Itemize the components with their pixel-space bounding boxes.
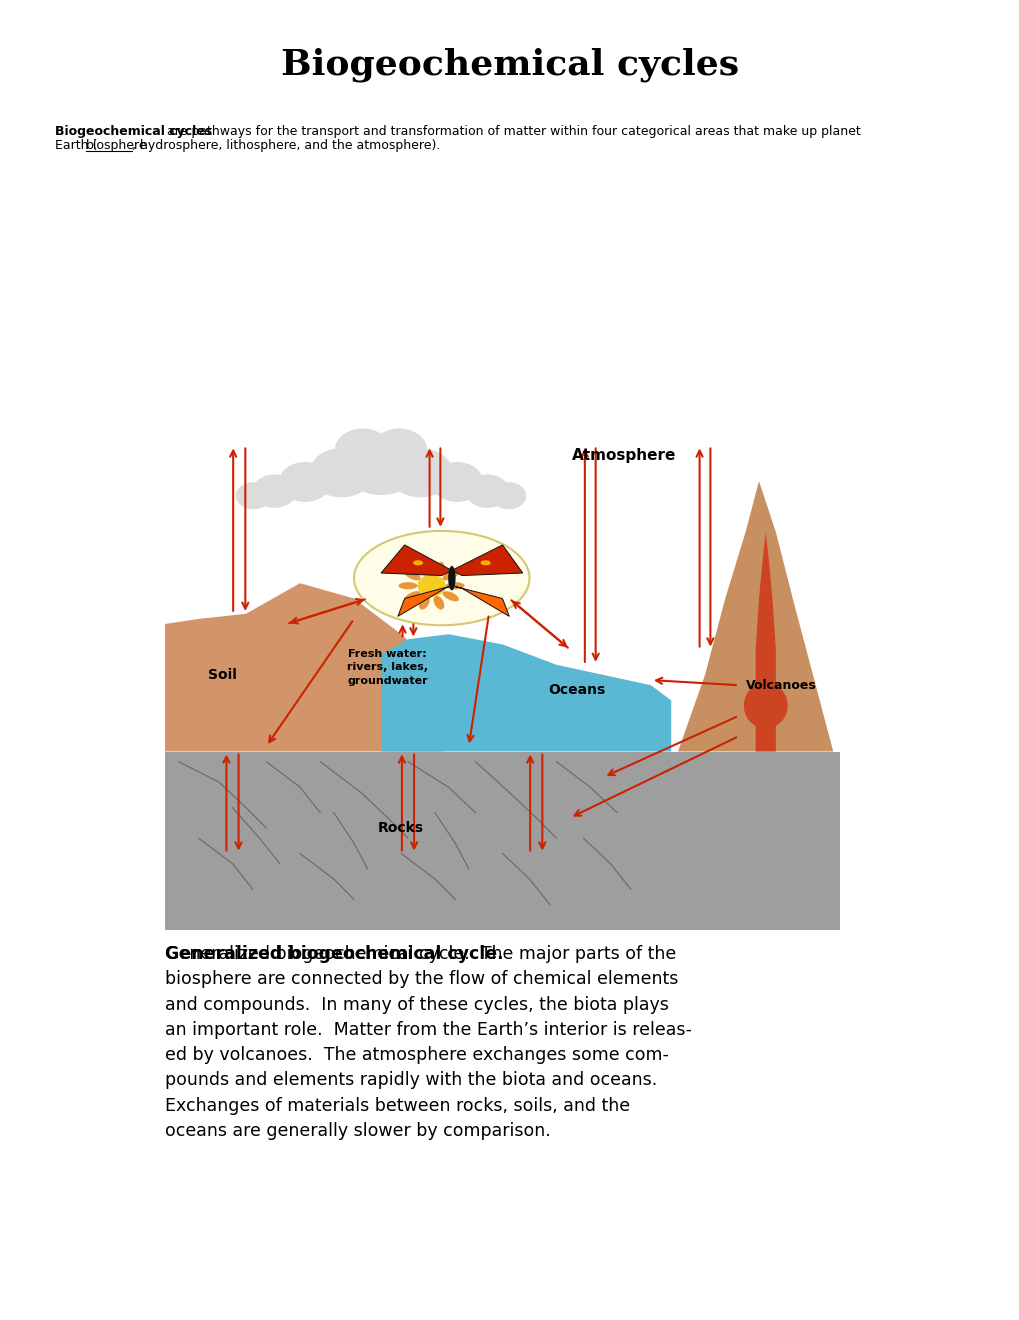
Ellipse shape (445, 582, 465, 589)
FancyArrowPatch shape (426, 450, 432, 527)
Circle shape (343, 437, 418, 495)
Text: Earth (: Earth ( (55, 139, 97, 152)
Circle shape (372, 429, 426, 470)
FancyArrowPatch shape (467, 616, 488, 742)
Circle shape (310, 449, 373, 496)
Ellipse shape (419, 562, 429, 576)
Polygon shape (755, 532, 775, 751)
Text: Biogeochemical cycles: Biogeochemical cycles (55, 125, 212, 139)
Circle shape (279, 463, 330, 502)
Polygon shape (678, 482, 833, 751)
FancyArrowPatch shape (581, 450, 587, 663)
FancyArrowPatch shape (696, 450, 702, 647)
Ellipse shape (413, 560, 423, 565)
Polygon shape (165, 583, 441, 751)
FancyArrowPatch shape (513, 602, 568, 648)
FancyArrowPatch shape (655, 677, 736, 685)
Text: biosphere: biosphere (86, 139, 148, 152)
Ellipse shape (447, 566, 455, 590)
FancyArrowPatch shape (706, 449, 712, 644)
FancyArrowPatch shape (592, 449, 598, 660)
Ellipse shape (398, 582, 417, 589)
FancyArrowPatch shape (398, 756, 405, 850)
Ellipse shape (404, 570, 420, 581)
Circle shape (491, 483, 525, 508)
FancyArrowPatch shape (539, 754, 545, 849)
Polygon shape (451, 545, 522, 576)
FancyArrowPatch shape (511, 601, 566, 647)
Ellipse shape (743, 682, 787, 729)
Text: Oceans: Oceans (547, 684, 605, 697)
Ellipse shape (442, 591, 459, 602)
FancyArrowPatch shape (235, 754, 242, 849)
Polygon shape (381, 545, 451, 576)
Text: Fresh water:
rivers, lakes,
groundwater: Fresh water: rivers, lakes, groundwater (346, 649, 428, 685)
Ellipse shape (404, 591, 420, 602)
Polygon shape (381, 634, 671, 751)
Circle shape (236, 483, 270, 508)
Ellipse shape (480, 560, 490, 565)
FancyArrowPatch shape (399, 627, 406, 636)
Circle shape (253, 475, 296, 507)
Text: Soil: Soil (208, 668, 236, 682)
FancyArrowPatch shape (291, 599, 365, 623)
Polygon shape (451, 586, 508, 616)
Circle shape (466, 475, 508, 507)
Ellipse shape (433, 562, 444, 576)
Text: Atmosphere: Atmosphere (572, 449, 676, 463)
FancyArrowPatch shape (223, 756, 229, 850)
FancyArrowPatch shape (288, 599, 363, 623)
Ellipse shape (442, 570, 459, 581)
FancyArrowPatch shape (269, 622, 353, 742)
Circle shape (388, 449, 451, 496)
FancyArrowPatch shape (574, 738, 736, 816)
Text: Biogeochemical cycles: Biogeochemical cycles (280, 48, 739, 82)
Ellipse shape (419, 595, 429, 610)
Ellipse shape (433, 595, 444, 610)
FancyArrowPatch shape (607, 717, 736, 775)
Text: are pathways for the transport and transformation of matter within four categori: are pathways for the transport and trans… (163, 125, 860, 139)
Circle shape (418, 576, 444, 595)
Text: , hydrosphere, lithosphere, and the atmosphere).: , hydrosphere, lithosphere, and the atmo… (131, 139, 440, 152)
Text: Generalized biogeochemical cycle.  The major parts of the
biosphere are connecte: Generalized biogeochemical cycle. The ma… (165, 945, 691, 1140)
FancyArrowPatch shape (437, 449, 443, 524)
Polygon shape (397, 586, 451, 616)
Polygon shape (165, 751, 840, 931)
Circle shape (335, 429, 389, 470)
Text: Volcanoes: Volcanoes (745, 678, 815, 692)
FancyArrowPatch shape (527, 756, 533, 850)
FancyArrowPatch shape (230, 450, 236, 611)
Circle shape (431, 463, 482, 502)
Text: Generalized biogeochemical cycle.: Generalized biogeochemical cycle. (165, 945, 503, 964)
FancyArrowPatch shape (243, 449, 249, 609)
Ellipse shape (354, 531, 529, 626)
FancyArrowPatch shape (410, 624, 416, 634)
FancyArrowPatch shape (411, 754, 417, 849)
Text: Rocks: Rocks (378, 821, 424, 836)
